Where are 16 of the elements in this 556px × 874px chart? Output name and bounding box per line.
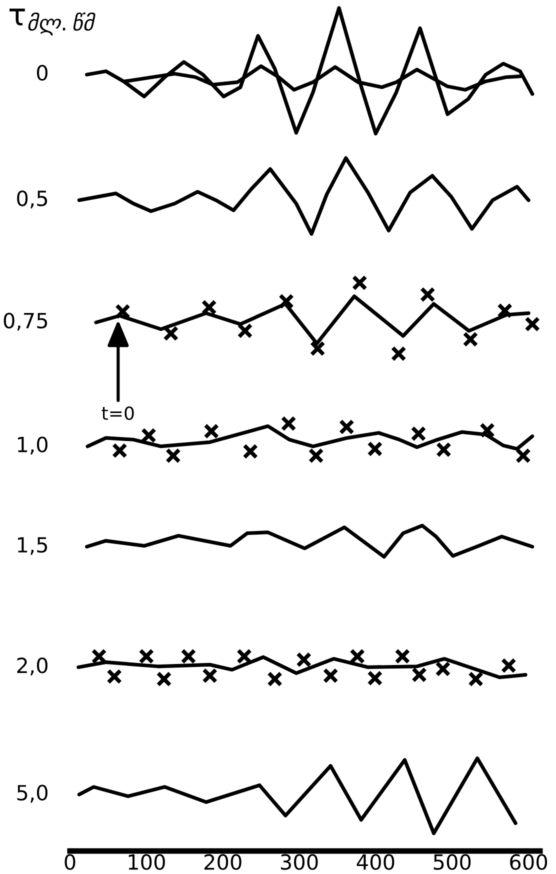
series-label: 1,5 — [18, 537, 48, 555]
annotation: t=0 — [102, 406, 134, 420]
series-label: 2,0 — [17, 658, 48, 676]
x-tick-label: 0 — [64, 854, 76, 870]
x-tick-label: 500 — [434, 854, 471, 870]
series-label: 0,5 — [17, 190, 48, 208]
series-label: 5,0 — [17, 784, 48, 803]
text: 0,75 — [4, 312, 48, 331]
x-tick-label: 400 — [356, 854, 394, 870]
x-tick-label: 600 — [510, 854, 548, 870]
series-label: 1,0 — [18, 436, 48, 455]
x-tick-label: 300 — [280, 854, 318, 870]
series-label: 0 — [36, 64, 48, 81]
x-tick-label: 100 — [128, 854, 165, 870]
x-tick-label: 200 — [204, 854, 242, 870]
y-axis-title: τ$_{მლ.წმ}$ — [9, 8, 96, 36]
